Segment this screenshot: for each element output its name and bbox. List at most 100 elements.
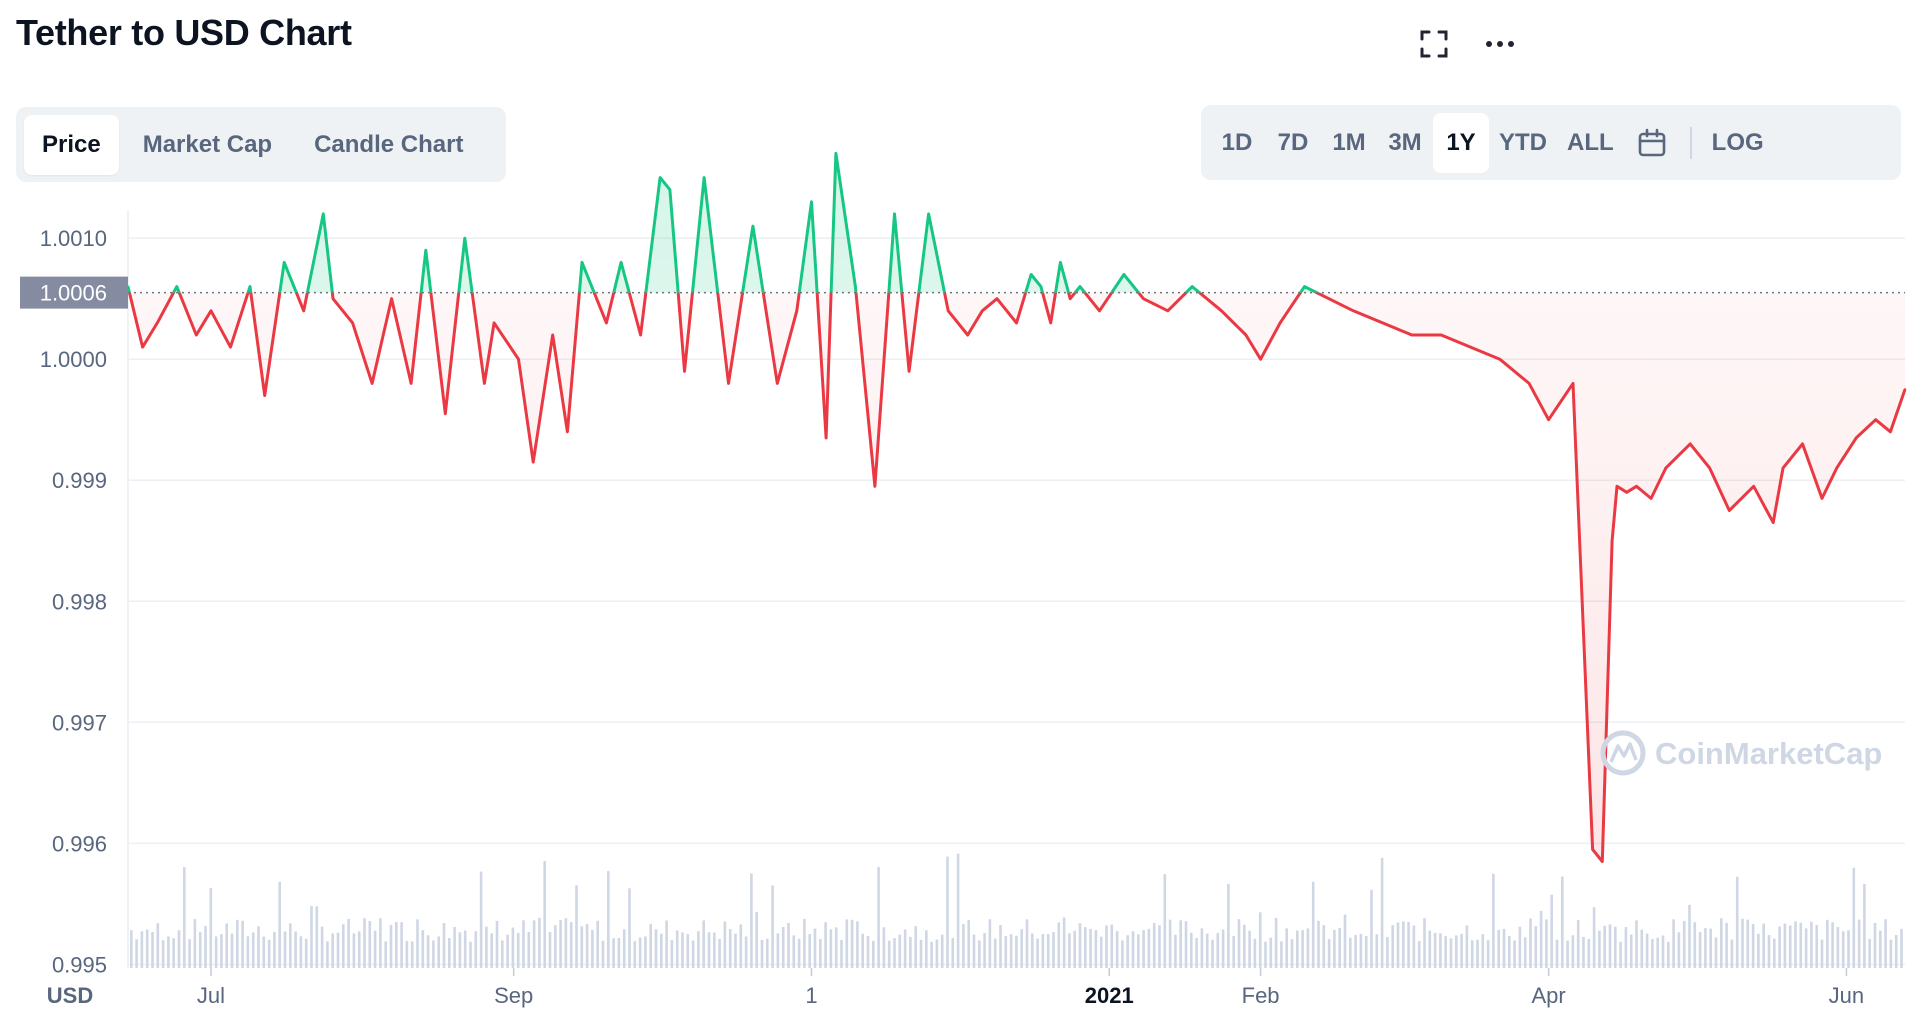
- volume-bar: [1576, 919, 1580, 968]
- volume-bar: [1115, 931, 1119, 968]
- volume-bar: [1142, 930, 1145, 968]
- volume-bar: [962, 924, 965, 968]
- range-1y[interactable]: 1Y: [1433, 112, 1489, 173]
- volume-bar: [1290, 939, 1294, 968]
- tab-price[interactable]: Price: [24, 114, 119, 175]
- fullscreen-icon[interactable]: [1412, 22, 1456, 66]
- data-point: [532, 460, 535, 464]
- volume-bar: [585, 924, 589, 968]
- volume-bar: [1163, 874, 1167, 968]
- data-point: [370, 382, 374, 385]
- volume-bar: [675, 930, 679, 968]
- volume-bar: [819, 939, 822, 968]
- data-point: [1122, 273, 1126, 276]
- volume-bar: [442, 923, 446, 968]
- volume-bar: [283, 931, 287, 968]
- volume-bar: [421, 930, 425, 968]
- data-point: [981, 309, 984, 312]
- volume-bar: [1799, 922, 1803, 968]
- data-point: [1352, 309, 1355, 312]
- series-line-below-reference: [127, 292, 1907, 863]
- volume-bar: [522, 920, 525, 968]
- reference-label: 1.0006: [40, 281, 107, 306]
- reference-label-box: [20, 276, 128, 309]
- volume-bar: [1301, 930, 1304, 968]
- data-point: [566, 430, 569, 433]
- volume-bar: [395, 922, 398, 968]
- volume-bar: [1725, 922, 1728, 968]
- volume-bar: [638, 937, 642, 968]
- volume-bar: [1359, 933, 1363, 968]
- volume-bar: [373, 930, 377, 968]
- volume-bar: [1057, 922, 1061, 968]
- volume-bar: [257, 926, 260, 968]
- volume-bar: [363, 918, 366, 968]
- volume-bar: [1592, 907, 1596, 968]
- volume-bar: [866, 936, 870, 968]
- range-ytd[interactable]: YTD: [1499, 128, 1547, 156]
- volume-bar: [1847, 930, 1850, 968]
- volume-bar: [1894, 935, 1898, 968]
- tab-candle-chart[interactable]: Candle Chart: [314, 130, 464, 158]
- volume-bar: [1455, 935, 1458, 968]
- volume-bar: [1820, 939, 1824, 968]
- volume-bar: [983, 933, 986, 968]
- volume-bar: [803, 918, 806, 968]
- volume-bar: [1767, 935, 1771, 968]
- volume-bar: [940, 934, 944, 968]
- range-3m[interactable]: 3M: [1388, 128, 1422, 156]
- tab-market-cap[interactable]: Market Cap: [142, 130, 273, 158]
- volume-bar: [1645, 933, 1649, 968]
- volume-bar: [1587, 938, 1591, 968]
- data-point: [1728, 509, 1731, 512]
- log-scale-toggle[interactable]: LOG: [1711, 128, 1764, 156]
- volume-bar: [1561, 876, 1564, 968]
- calendar-icon[interactable]: [1624, 113, 1680, 173]
- data-point: [1625, 491, 1628, 494]
- range-1m[interactable]: 1M: [1332, 128, 1366, 156]
- volume-bar: [564, 918, 568, 968]
- volume-bar: [728, 929, 732, 968]
- data-point: [854, 285, 857, 288]
- range-7d[interactable]: 7D: [1277, 128, 1309, 156]
- volume-bar: [718, 938, 721, 968]
- volume-bar: [1020, 929, 1023, 968]
- series-area-above: [128, 153, 1905, 293]
- volume-bar: [1497, 930, 1500, 968]
- volume-bar: [1407, 922, 1410, 968]
- data-point: [209, 309, 213, 312]
- range-1d[interactable]: 1D: [1221, 128, 1253, 156]
- volume-bar: [1158, 925, 1161, 968]
- volume-bar: [1349, 937, 1352, 968]
- volume-bar: [161, 940, 165, 968]
- data-point: [834, 152, 838, 155]
- data-point: [156, 321, 159, 325]
- volume-bar: [1831, 922, 1834, 968]
- volume-bar: [267, 939, 271, 968]
- range-all[interactable]: ALL: [1567, 128, 1614, 156]
- data-point: [409, 382, 413, 385]
- volume-bar: [225, 923, 228, 968]
- volume-bar: [808, 934, 811, 968]
- volume-bar: [177, 930, 181, 968]
- volume-bar: [622, 929, 626, 968]
- volume-bar: [1629, 934, 1633, 968]
- volume-bar: [930, 941, 933, 968]
- y-tick-label: 0.997: [52, 710, 107, 735]
- volume-bar: [1105, 925, 1108, 968]
- volume-bar: [1285, 928, 1288, 968]
- volume-bar: [1863, 884, 1866, 968]
- volume-bar: [914, 926, 917, 968]
- data-point: [351, 321, 354, 325]
- volume-bar: [1449, 938, 1453, 968]
- volume-bar: [591, 929, 594, 968]
- volume-bar: [294, 931, 297, 968]
- volume-bar: [840, 939, 843, 968]
- more-icon[interactable]: [1478, 22, 1522, 66]
- volume-bar: [400, 922, 403, 968]
- volume-bar: [1444, 936, 1447, 968]
- volume-bar: [448, 938, 451, 968]
- volume-bar: [416, 919, 419, 968]
- volume-bar: [289, 923, 292, 968]
